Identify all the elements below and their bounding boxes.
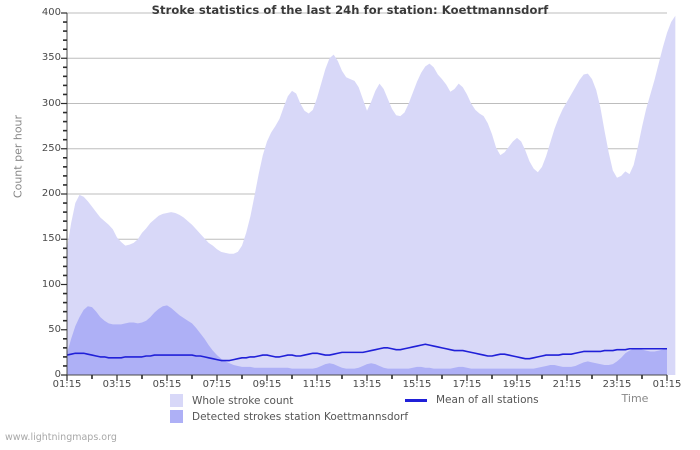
x-tick-label: 21:15 <box>552 379 582 390</box>
x-tick-label: 23:15 <box>602 379 632 390</box>
x-tick-label: 19:15 <box>502 379 532 390</box>
series-mean-of-all-stations <box>66 343 667 362</box>
y-tick-label: 300 <box>41 97 61 109</box>
x-tick-label: 05:15 <box>152 379 182 390</box>
y-axis-label: Count per hour <box>11 114 25 199</box>
chart-title: Stroke statistics of the last 24h for st… <box>151 3 549 17</box>
x-tick-label: 11:15 <box>302 379 332 390</box>
legend-swatch-detected-strokes <box>170 410 183 423</box>
x-tick-label: 13:15 <box>352 379 382 390</box>
legend-label-mean-of-all-stations: Mean of all stations <box>436 394 539 406</box>
legend-label-whole-stroke-count: Whole stroke count <box>192 394 294 407</box>
x-tick-label: 17:15 <box>452 379 482 390</box>
legend-item-detected-strokes: Detected strokes station Koettmannsdorf <box>170 410 408 423</box>
y-tick-label: 350 <box>41 52 61 64</box>
y-tick-label: 50 <box>48 323 61 335</box>
y-tick-label: 100 <box>41 278 61 290</box>
x-tick-label: 03:15 <box>102 379 132 390</box>
x-tick-label: 07:15 <box>202 379 232 390</box>
y-tick-label: 0 <box>54 369 61 380</box>
y-tick-label: 250 <box>41 142 61 154</box>
y-tick-label: 200 <box>41 188 61 199</box>
x-axis-label: Time <box>621 392 649 405</box>
series-detected-strokes-station <box>67 305 667 375</box>
legend-item-mean-of-all-stations: Mean of all stations <box>405 394 539 406</box>
y-tick-label: 150 <box>41 233 61 245</box>
series-whole-stroke-count <box>67 15 676 376</box>
footer-watermark: www.lightningmaps.org <box>5 432 117 443</box>
x-tick-label: 15:15 <box>402 379 432 390</box>
legend-line-mean-of-all-stations <box>405 398 427 402</box>
legend-swatch-whole-stroke-count <box>170 394 183 407</box>
legend-item-whole-stroke-count: Whole stroke count <box>170 394 293 407</box>
y-tick-label: 400 <box>41 7 61 18</box>
x-tick-label: 01:15 <box>52 379 82 390</box>
x-tick-label: 09:15 <box>252 379 282 390</box>
x-tick-label: 01:15 <box>652 379 682 390</box>
legend-label-detected-strokes: Detected strokes station Koettmannsdorf <box>192 410 409 423</box>
